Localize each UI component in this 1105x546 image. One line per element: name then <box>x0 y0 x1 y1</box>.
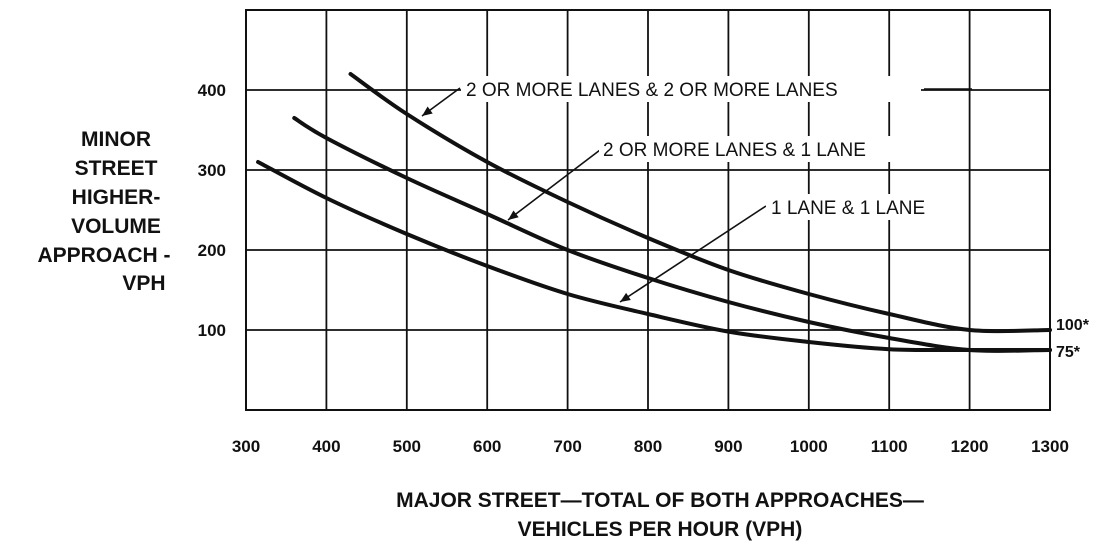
leader-arrowhead <box>620 292 631 302</box>
y-tick-labels: 100 200 300 400 <box>198 81 226 340</box>
x-tick-labels: 300 400 500 600 700 800 900 1000 1100 12… <box>232 437 1069 456</box>
curve-labels: 2 OR MORE LANES & 2 OR MORE LANES 2 OR M… <box>461 76 964 220</box>
x-tick-label: 400 <box>312 437 340 456</box>
y-axis-title-line: STREET <box>75 157 158 180</box>
x-axis-title-line: VEHICLES PER HOUR (VPH) <box>518 518 803 541</box>
curve-label-bg <box>766 194 964 220</box>
y-axis-title-line: HIGHER- <box>72 186 161 209</box>
x-tick-label: 1000 <box>790 437 828 456</box>
y-axis-title: MINOR STREET HIGHER- VOLUME APPROACH - V… <box>37 128 170 295</box>
x-tick-label: 700 <box>553 437 581 456</box>
y-axis-title-line: VOLUME <box>71 215 161 238</box>
curve-1-lane-1-lane <box>256 160 1052 353</box>
curve-2plus-lanes-1-lane <box>292 116 1052 353</box>
y-tick-label: 200 <box>198 241 226 260</box>
x-tick-label: 500 <box>393 437 421 456</box>
leader-arrowhead <box>508 210 519 220</box>
y-axis-title-line: VPH <box>122 272 165 295</box>
curve-2plus-lanes-2plus-lanes <box>348 72 1052 334</box>
x-tick-label: 300 <box>232 437 260 456</box>
x-tick-label: 1100 <box>871 437 908 456</box>
x-axis-title-line: MAJOR STREET—TOTAL OF BOTH APPROACHES— <box>396 489 924 512</box>
y-axis-title-line: MINOR <box>81 128 151 151</box>
leader-arrowhead <box>422 106 433 116</box>
curve-label-2plus-2plus: 2 OR MORE LANES & 2 OR MORE LANES <box>466 80 838 101</box>
y-tick-label: 400 <box>198 81 226 100</box>
y-tick-label: 100 <box>198 321 226 340</box>
x-axis-title: MAJOR STREET—TOTAL OF BOTH APPROACHES— V… <box>396 489 924 541</box>
leader-line <box>619 205 767 303</box>
annotation-100: 100* <box>1056 317 1090 334</box>
leader-line <box>507 149 601 221</box>
y-axis-title-line: APPROACH - <box>37 244 170 267</box>
end-annotations: 100* 75* <box>1056 317 1090 361</box>
plot-frame <box>245 9 1051 411</box>
curve-label-2plus-1: 2 OR MORE LANES & 1 LANE <box>603 140 866 161</box>
x-tick-label: 600 <box>473 437 501 456</box>
x-tick-label: 1300 <box>1031 437 1069 456</box>
annotation-75: 75* <box>1056 344 1081 361</box>
x-tick-label: 900 <box>714 437 742 456</box>
curves <box>256 72 1052 353</box>
curve-label-1-1: 1 LANE & 1 LANE <box>771 198 925 219</box>
leaders <box>421 87 972 303</box>
x-tick-label: 800 <box>634 437 662 456</box>
curve-label-bg <box>461 76 921 102</box>
x-tick-label: 1200 <box>951 437 989 456</box>
curve-label-bg <box>599 136 925 162</box>
y-tick-label: 300 <box>198 161 226 180</box>
